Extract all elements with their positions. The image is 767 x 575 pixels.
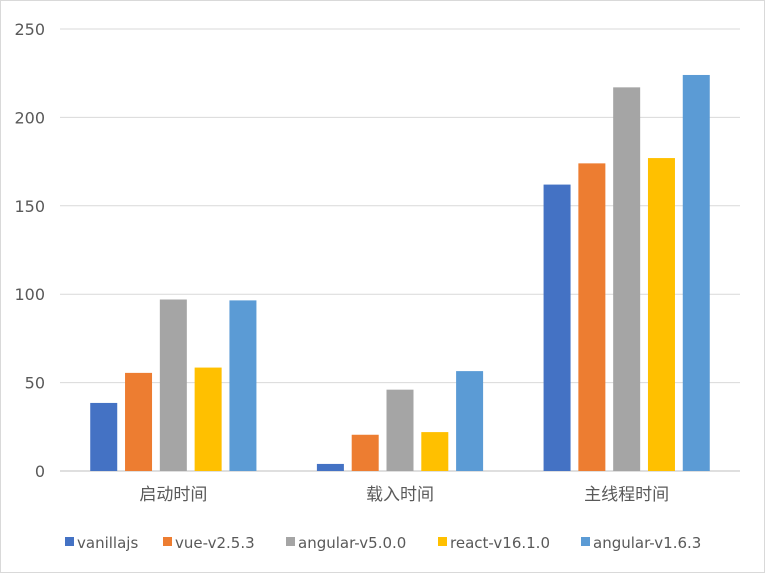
legend-label: vanillajs [77,534,138,552]
bar-vanillajs-1 [316,463,344,471]
legend-swatch [581,537,590,546]
legend-label: angular-v1.6.3 [593,534,701,552]
bar-vue-v2.5.3-1 [351,434,379,471]
bar-react-v16.1.0-2 [647,158,675,471]
y-tick-label: 100 [14,285,45,304]
bar-react-v16.1.0-1 [421,432,449,471]
y-tick-label: 250 [14,20,45,39]
bars-layer [90,74,710,472]
x-axis: 启动时间 载入时间 主线程时间 [139,485,669,505]
legend-swatch [286,537,295,546]
y-tick-label: 200 [14,108,45,127]
y-axis: 0 50 100 150 200 250 [14,20,45,481]
legend-label: vue-v2.5.3 [175,534,255,552]
legend-swatch [163,537,172,546]
y-tick-label: 0 [35,462,45,481]
bar-vanillajs-0 [90,402,118,471]
bar-angular-v5.0.0-0 [159,299,187,471]
legend-label: angular-v5.0.0 [298,534,406,552]
legend: vanillajs vue-v2.5.3 angular-v5.0.0 react-v… [65,534,701,552]
y-tick-label: 50 [25,374,45,393]
bar-angular-v5.0.0-2 [613,87,641,472]
bar-vue-v2.5.3-2 [578,163,606,472]
legend-swatch [65,537,74,546]
x-category-label: 启动时间 [139,485,207,505]
bar-vanillajs-2 [543,184,571,472]
x-category-label: 主线程时间 [584,485,669,505]
bar-angular-v1.6.3-0 [229,300,257,471]
bar-angular-v5.0.0-1 [386,389,414,471]
bar-angular-v1.6.3-1 [456,371,484,471]
legend-swatch [438,537,447,546]
bar-react-v16.1.0-0 [194,367,222,471]
x-category-label: 载入时间 [366,485,434,505]
bar-angular-v1.6.3-2 [682,74,710,471]
legend-label: react-v16.1.0 [450,534,550,552]
bar-vue-v2.5.3-0 [125,372,153,471]
y-tick-label: 150 [14,197,45,216]
